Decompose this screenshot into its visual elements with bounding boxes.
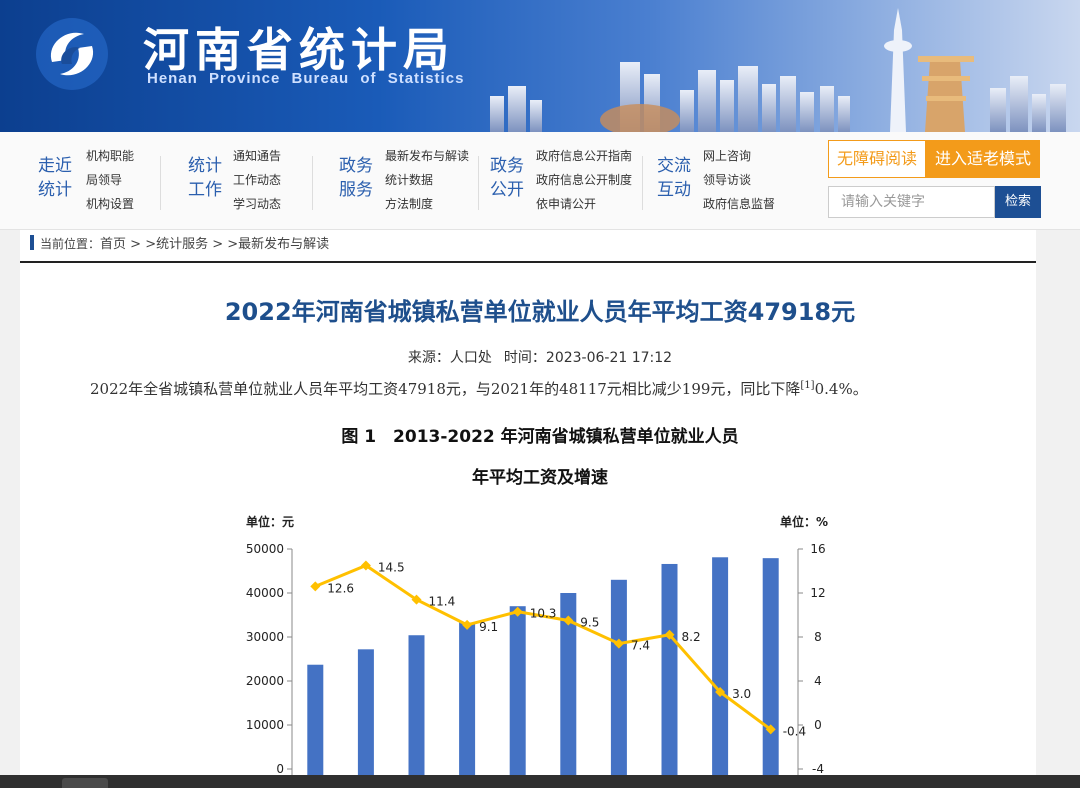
nav-category[interactable]: 政务 公开 xyxy=(490,156,524,200)
growth-data-label: 11.4 xyxy=(429,595,456,609)
bottom-scrollbar[interactable] xyxy=(0,775,1080,788)
breadcrumb-home[interactable]: 首页 xyxy=(100,237,127,252)
breadcrumb: 当前位置：首页 > >统计服务 > >最新发布与解读 xyxy=(30,233,329,255)
wage-bar xyxy=(610,579,627,775)
left-unit-label: 单位：元 xyxy=(246,514,294,529)
figure-title: 图 1 2013-2022 年河南省城镇私营单位就业人员 xyxy=(341,427,739,447)
growth-point xyxy=(310,581,321,592)
right-tick-label: 16 xyxy=(810,542,825,556)
nav-category[interactable]: 政务 服务 xyxy=(339,156,373,200)
nav-divider xyxy=(478,156,479,210)
breadcrumb-label: 当前位置： xyxy=(40,237,101,251)
left-tick-label: 10000 xyxy=(246,718,284,732)
nav-link[interactable]: 网上咨询 xyxy=(703,149,752,163)
left-tick-label: 20000 xyxy=(246,674,284,688)
right-tick-label: 12 xyxy=(810,586,825,600)
nav-link[interactable]: 依申请公开 xyxy=(536,197,597,211)
nav-link[interactable]: 机构设置 xyxy=(86,197,135,211)
growth-data-label: -0.4 xyxy=(783,724,806,738)
breadcrumb-separator: > xyxy=(126,237,146,252)
nav-link[interactable]: 方法制度 xyxy=(385,197,434,211)
right-tick-label: -4 xyxy=(812,762,824,775)
wage-bar xyxy=(762,558,779,775)
nav-divider xyxy=(312,156,313,210)
breadcrumb-marker-icon xyxy=(30,235,34,250)
breadcrumb-item[interactable]: >统计服务 xyxy=(145,237,209,252)
right-tick-label: 0 xyxy=(814,718,822,732)
header-banner: 河南省统计局 Henan Province Bureau of Statisti… xyxy=(0,0,1080,132)
wage-bar xyxy=(712,557,729,775)
left-tick-label: 30000 xyxy=(246,630,284,644)
nav-category[interactable]: 统计 工作 xyxy=(188,156,222,200)
growth-point xyxy=(765,724,776,735)
left-tick-label: 40000 xyxy=(246,586,284,600)
article-time: 时间：2023-06-21 17:12 xyxy=(503,350,673,366)
wage-bar xyxy=(408,635,425,775)
nav-category[interactable]: 交流 互动 xyxy=(657,156,691,200)
right-tick-label: 4 xyxy=(814,674,822,688)
left-tick-label: 50000 xyxy=(246,542,284,556)
growth-data-label: 3.0 xyxy=(732,687,751,701)
article-panel: 当前位置：首页 > >统计服务 > >最新发布与解读 2022年河南省城镇私营单… xyxy=(20,230,1036,775)
nav-link[interactable]: 领导访谈 xyxy=(703,173,752,187)
nav-link[interactable]: 局领导 xyxy=(86,173,123,187)
growth-point xyxy=(563,615,574,626)
nav-divider xyxy=(642,156,643,210)
accessibility-button[interactable]: 无障碍阅读 xyxy=(828,140,926,178)
scroll-thumb[interactable] xyxy=(62,778,108,788)
growth-data-label: 8.2 xyxy=(682,630,701,644)
nav-link[interactable]: 政府信息监督 xyxy=(703,197,776,211)
growth-point xyxy=(411,594,422,605)
growth-data-label: 9.1 xyxy=(479,620,498,634)
growth-point xyxy=(512,606,523,617)
growth-point xyxy=(664,629,675,640)
search-input[interactable] xyxy=(828,186,995,218)
nav-divider xyxy=(160,156,161,210)
bureau-logo-icon xyxy=(36,18,108,90)
nav-link[interactable]: 通知通告 xyxy=(233,149,282,163)
growth-data-label: 10.3 xyxy=(530,607,557,621)
article-meta: 来源：人口处 时间：2023-06-21 17:12 xyxy=(0,347,1080,367)
nav-link[interactable]: 最新发布与解读 xyxy=(385,149,470,163)
article-title: 2022年河南省城镇私营单位就业人员年平均工资47918元 xyxy=(224,298,856,326)
elder-mode-button[interactable]: 进入适老模式 xyxy=(926,140,1040,178)
wage-bar xyxy=(661,563,678,775)
growth-point xyxy=(613,638,624,649)
nav-link[interactable]: 机构职能 xyxy=(86,149,135,163)
city-skyline-image xyxy=(490,8,1066,132)
wage-bar xyxy=(357,649,374,775)
growth-point xyxy=(715,687,726,697)
wage-bar xyxy=(307,664,324,775)
growth-point xyxy=(360,560,371,571)
search-button[interactable]: 检索 xyxy=(995,186,1041,218)
right-tick-label: 8 xyxy=(814,630,822,644)
growth-data-label: 7.4 xyxy=(631,639,650,653)
nav-link[interactable]: 工作动态 xyxy=(233,173,282,187)
site-title: 河南省统计局 xyxy=(143,23,455,77)
wage-bar xyxy=(459,622,476,775)
wage-bar xyxy=(509,606,526,775)
nav-link[interactable]: 政府信息公开指南 xyxy=(536,149,633,163)
site-subtitle: Henan Province Bureau of Statistics xyxy=(147,70,465,87)
figure-subtitle: 年平均工资及增速 xyxy=(472,468,608,488)
article-source: 来源：人口处 xyxy=(407,350,492,366)
wage-bar xyxy=(560,593,577,775)
growth-point xyxy=(462,619,473,630)
divider xyxy=(20,261,1036,263)
growth-data-label: 9.5 xyxy=(580,616,599,630)
right-unit-label: 单位：% xyxy=(780,514,828,529)
nav-link[interactable]: 学习动态 xyxy=(233,197,282,211)
breadcrumb-item[interactable]: >最新发布与解读 xyxy=(227,237,330,252)
article-paragraph: 2022年全省城镇私营单位就业人员年平均工资47918元，与2021年的4811… xyxy=(90,380,868,398)
nav-category[interactable]: 走近 统计 xyxy=(38,156,72,200)
growth-line xyxy=(314,563,772,731)
nav-link[interactable]: 统计数据 xyxy=(385,173,434,187)
footnote-ref[interactable]: [1] xyxy=(800,380,815,391)
nav-link[interactable]: 政府信息公开制度 xyxy=(536,173,633,187)
growth-data-label: 12.6 xyxy=(327,581,354,595)
growth-data-label: 14.5 xyxy=(378,561,405,575)
breadcrumb-separator: > xyxy=(208,237,228,252)
left-tick-label: 0 xyxy=(276,762,284,775)
wage-growth-chart: 单位：元 单位：% 50000 40000 30000 20000 10000 0 16 12 8 4… xyxy=(246,514,828,775)
